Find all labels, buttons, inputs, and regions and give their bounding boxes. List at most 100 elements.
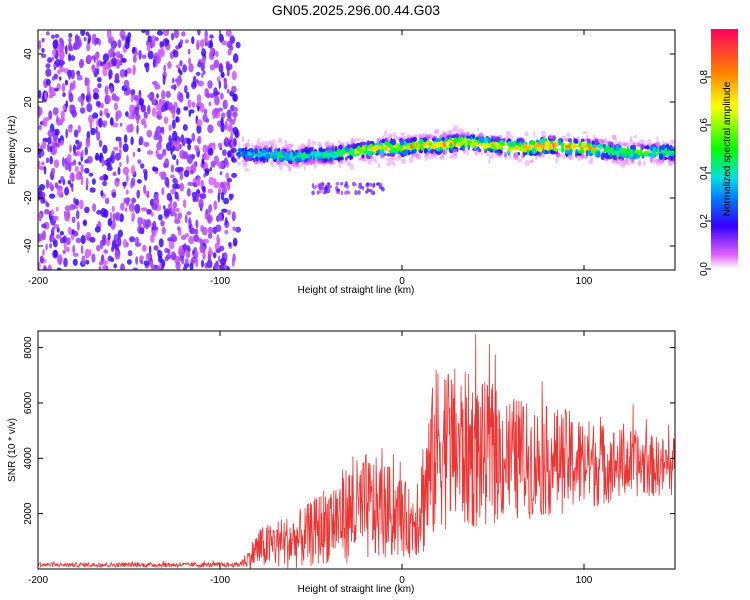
heatmap-cell <box>280 150 286 156</box>
heatmap-cell <box>84 206 90 214</box>
heatmap-cell <box>132 151 136 158</box>
heatmap-cell <box>152 97 156 106</box>
heatmap-cell <box>413 152 419 157</box>
heatmap-cell <box>668 156 671 163</box>
heatmap-cell <box>218 80 221 90</box>
heatmap-cell <box>430 145 436 149</box>
heatmap-cell <box>208 246 212 256</box>
heatmap-cell <box>191 101 196 108</box>
heatmap-cell <box>65 100 69 108</box>
heatmap-cell <box>191 132 196 142</box>
heatmap-cell <box>70 69 75 80</box>
heatmap-cell <box>170 164 175 173</box>
heatmap-cell <box>254 156 259 162</box>
heatmap-cell <box>65 246 70 252</box>
heatmap-cell <box>42 197 46 204</box>
heatmap-cell <box>453 137 458 145</box>
heatmap-cell <box>140 163 145 169</box>
heatmap-cell <box>643 160 646 167</box>
x-tick-label: -200 <box>28 276 48 287</box>
heatmap-cell <box>159 41 165 47</box>
heatmap-cell <box>209 93 216 99</box>
heatmap-cell <box>38 261 41 270</box>
heatmap-cell <box>217 255 221 263</box>
heatmap-cell <box>327 182 331 186</box>
heatmap-cell <box>298 157 302 163</box>
heatmap-cell <box>202 250 206 260</box>
heatmap-cell <box>318 189 323 194</box>
heatmap-cell <box>147 94 153 99</box>
heatmap-cell <box>286 147 290 153</box>
heatmap-cell <box>111 191 117 198</box>
heatmap-cell <box>48 193 56 199</box>
heatmap-cell <box>577 136 580 143</box>
heatmap-cell <box>76 70 81 76</box>
heatmap-cell <box>597 144 601 149</box>
heatmap-cell <box>291 156 295 162</box>
heatmap-cell <box>544 140 550 148</box>
heatmap-cell <box>267 149 270 154</box>
heatmap-cell <box>213 200 218 210</box>
heatmap-cell <box>119 213 124 223</box>
heatmap-cell <box>198 198 204 209</box>
heatmap-cell <box>379 145 382 149</box>
heatmap-cell <box>649 157 656 164</box>
heatmap-cell <box>140 118 147 126</box>
heatmap-cell <box>161 126 165 135</box>
heatmap-cell <box>581 141 585 148</box>
heatmap-cell <box>177 226 181 231</box>
heatmap-cell <box>145 219 152 228</box>
heatmap-cell <box>58 76 62 81</box>
heatmap-cell <box>106 162 112 168</box>
y-tick-label: 40 <box>23 48 34 60</box>
heatmap-cell <box>219 183 226 189</box>
colorbar-label: Normalized spectral amplitude <box>722 81 733 216</box>
heatmap-cell <box>433 135 438 140</box>
heatmap-cell <box>636 150 639 154</box>
heatmap-cell <box>251 154 254 159</box>
heatmap-cell <box>119 122 123 127</box>
heatmap-cell <box>533 130 536 137</box>
heatmap-cell <box>38 213 42 219</box>
heatmap-cell <box>172 183 179 190</box>
heatmap-cell <box>201 226 208 236</box>
heatmap-cell <box>115 110 122 119</box>
heatmap-cell <box>56 115 59 123</box>
heatmap-cell <box>48 110 53 120</box>
heatmap-cell <box>141 54 147 59</box>
heatmap-cell <box>214 50 219 58</box>
heatmap-cell <box>199 102 205 113</box>
heatmap-cell <box>395 143 400 147</box>
heatmap-cell <box>123 238 127 248</box>
heatmap-cell <box>100 102 104 109</box>
heatmap-cell <box>117 166 121 175</box>
heatmap-cell <box>625 161 631 166</box>
heatmap-cell <box>72 244 75 254</box>
heatmap-cell <box>107 232 111 241</box>
heatmap-cell <box>179 182 185 192</box>
heatmap-cell <box>108 37 112 44</box>
heatmap-cell <box>218 245 225 252</box>
heatmap-cell <box>164 102 168 111</box>
heatmap-cell <box>524 159 530 167</box>
heatmap-cell <box>122 166 130 176</box>
heatmap-cell <box>102 122 106 128</box>
heatmap-cell <box>72 80 76 86</box>
heatmap-cell <box>261 149 267 154</box>
heatmap-cell <box>118 139 122 149</box>
heatmap-cell <box>187 48 191 55</box>
heatmap-cell <box>145 190 149 197</box>
heatmap-cell <box>553 142 558 148</box>
heatmap-cell <box>388 150 394 153</box>
heatmap-cell <box>62 235 67 243</box>
heatmap-cell <box>196 94 202 104</box>
heatmap-cell <box>170 84 177 90</box>
heatmap-cell <box>86 42 91 52</box>
heatmap-cell <box>135 256 139 265</box>
heatmap-cell <box>659 159 663 165</box>
heatmap-cell <box>417 133 421 138</box>
heatmap-cell <box>68 162 72 172</box>
heatmap-cell <box>414 148 417 153</box>
heatmap-cell <box>401 133 405 140</box>
